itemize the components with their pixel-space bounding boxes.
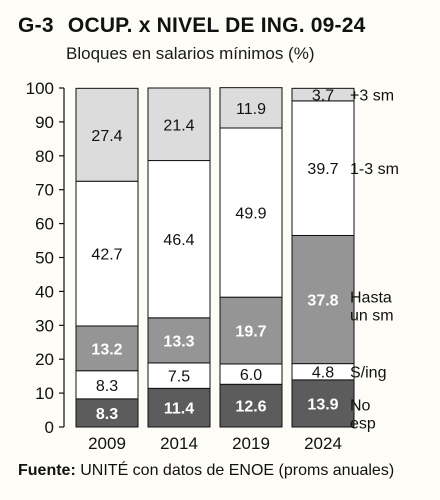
bar-segment — [75, 325, 139, 372]
chart-footer: Fuente: UNITÉ con datos de ENOE (proms a… — [18, 462, 394, 480]
y-tick-label: 0 — [45, 418, 54, 437]
x-tick-label: 2009 — [88, 434, 126, 453]
data-label: 46.4 — [163, 232, 194, 249]
y-tick-label: 70 — [35, 181, 54, 200]
legend-label: No esp — [350, 397, 376, 432]
bar-segment — [219, 296, 283, 365]
data-label: 4.8 — [312, 365, 334, 382]
data-label: 8.3 — [96, 406, 118, 423]
stacked-bar-chart: 0 10 20 30 40 50 60 70 80 90 100 8.3 8.3 13.2 42.7 27.4… — [26, 79, 399, 453]
legend-label: S/ing — [350, 365, 386, 382]
data-label: 11.9 — [236, 101, 266, 118]
data-label: 37.8 — [307, 293, 338, 310]
y-tick-label: 100 — [26, 79, 54, 98]
data-label: 21.4 — [163, 117, 194, 134]
source-text: UNITÉ con datos de ENOE (proms anuales) — [80, 462, 395, 479]
x-tick-label: 2014 — [160, 434, 198, 453]
chart-subtitle: Bloques en salarios mínimos (%) — [66, 44, 315, 63]
legend-label: 1-3 sm — [350, 161, 399, 178]
data-label: 39.7 — [307, 161, 338, 178]
y-tick-label: 40 — [35, 282, 54, 301]
data-label: 8.3 — [96, 378, 118, 395]
legend-label: Hasta un sm — [350, 290, 394, 325]
bar-segment — [147, 87, 211, 162]
y-tick-label: 20 — [35, 350, 54, 369]
bar-segment — [291, 87, 355, 102]
y-tick-label: 30 — [35, 316, 54, 335]
y-tick-label: 90 — [35, 113, 54, 132]
x-tick-label: 2024 — [304, 434, 342, 453]
data-label: 49.9 — [235, 206, 266, 223]
bar-segment — [291, 100, 355, 236]
y-tick-label: 50 — [35, 249, 54, 268]
bar-segment — [147, 317, 211, 364]
data-label: 6.0 — [240, 367, 262, 384]
data-label: 3.7 — [312, 88, 334, 105]
bar-segment — [75, 398, 139, 428]
bar-segment — [219, 87, 283, 129]
y-tick-label: 80 — [35, 147, 54, 166]
y-tick-label: 60 — [35, 215, 54, 234]
chart-code: G-3 — [18, 14, 54, 37]
data-label: 12.6 — [235, 399, 266, 416]
source-label: Fuente: — [18, 462, 76, 479]
bar-segment — [75, 180, 139, 327]
chart-header: G-3 OCUP. x NIVEL DE ING. 09-24 — [18, 14, 366, 38]
bar-segment — [147, 160, 211, 319]
data-label: 13.2 — [91, 341, 122, 358]
bar-segment — [219, 127, 283, 298]
legend-label: +3 sm — [350, 88, 394, 105]
data-label: 19.7 — [235, 324, 266, 341]
bar-segment — [291, 379, 355, 428]
data-label: 7.5 — [168, 369, 190, 386]
y-tick-label: 10 — [35, 384, 54, 403]
data-label: 13.9 — [307, 396, 338, 413]
bar-segment — [75, 370, 139, 400]
x-tick-label: 2019 — [232, 434, 270, 453]
bar-segment — [147, 387, 211, 428]
data-label: 11.4 — [164, 401, 194, 418]
data-label: 42.7 — [91, 247, 122, 264]
data-label: 27.4 — [91, 128, 122, 145]
data-label: 13.3 — [163, 333, 194, 350]
bar-segment — [75, 87, 139, 182]
chart-title: OCUP. x NIVEL DE ING. 09-24 — [67, 14, 366, 37]
